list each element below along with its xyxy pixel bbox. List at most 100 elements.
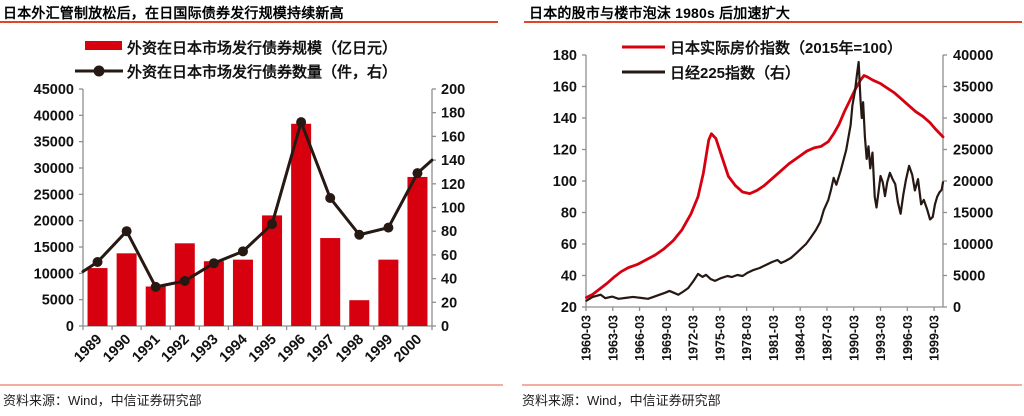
bar-1997 [320,238,341,326]
bar-1990 [116,253,137,326]
svg-text:1966-03: 1966-03 [633,315,647,361]
right-chart-canvas: 20 40 60 80 100 120 140 160 180 0 5000 10000 15000 20… [553,39,994,361]
legend-label-0: 日本实际房价指数（2015年=100） [670,39,902,57]
svg-text:1969-03: 1969-03 [660,315,674,361]
svg-text:40: 40 [441,272,457,288]
svg-text:45000: 45000 [34,82,74,98]
left-panel: 0 5000 10000 15000 20000 25000 30000 35000 40000… [0,5,503,408]
left-title-underline [0,21,498,24]
svg-text:20000: 20000 [34,214,74,230]
line-series [81,117,434,292]
marker-1998 [354,229,365,240]
svg-text:100: 100 [553,174,577,190]
bar-1993 [203,261,224,326]
legend-label-line: 外资在日本市场发行债券数量（件，右） [126,63,397,81]
legend-bar-swatch [85,41,122,50]
svg-text:30000: 30000 [34,161,74,177]
bar-1996 [291,123,312,326]
svg-text:40000: 40000 [953,48,993,64]
svg-text:1993: 1993 [188,332,222,366]
svg-text:1997: 1997 [304,332,338,366]
svg-text:0: 0 [441,319,449,335]
right-source-text: 资料来源：Wind，中信证券研究部 [522,393,721,408]
marker-1999 [383,222,394,233]
svg-text:0: 0 [953,300,961,316]
svg-text:1999-03: 1999-03 [928,315,942,361]
axes: 0 5000 10000 15000 20000 25000 30000 35000 40000… [34,82,466,335]
svg-text:1984-03: 1984-03 [794,315,808,361]
right-chart-title: 日本的股市与楼市泡沫 1980s 后加速扩大 [529,5,791,21]
legend: 外资在日本市场发行债券规模（亿日元） 外资在日本市场发行债券数量（件，右） [75,39,397,81]
legend-label-1: 日经225指数（右） [670,64,800,82]
svg-text:0: 0 [66,319,74,335]
legend: 日本实际房价指数（2015年=100） 日经225指数（右） [622,39,902,82]
svg-text:140: 140 [441,153,465,169]
svg-text:1975-03: 1975-03 [713,315,727,361]
series-1 [585,60,945,302]
svg-text:1991: 1991 [129,332,163,366]
marker-1989 [92,257,103,268]
svg-text:40000: 40000 [34,108,74,124]
svg-text:1993-03: 1993-03 [874,315,888,361]
svg-text:120: 120 [441,177,465,193]
series-0 [585,74,945,299]
svg-text:25000: 25000 [34,187,74,203]
svg-text:1995: 1995 [246,332,280,366]
svg-text:180: 180 [553,48,577,64]
svg-text:1989: 1989 [71,332,105,366]
marker-1997 [325,193,336,204]
svg-text:1981-03: 1981-03 [767,315,781,361]
left-chart-title: 日本外汇管制放松后，在日国际债券发行规模持续新高 [3,5,344,21]
svg-text:1992: 1992 [158,332,192,366]
svg-text:1978-03: 1978-03 [740,315,754,361]
svg-text:1990-03: 1990-03 [847,315,861,361]
left-source-text: 资料来源：Wind，中信证券研究部 [3,393,202,408]
svg-text:100: 100 [441,201,465,217]
svg-text:5000: 5000 [42,293,74,309]
svg-text:35000: 35000 [953,80,993,96]
svg-text:200: 200 [441,82,465,98]
svg-text:25000: 25000 [953,143,993,159]
svg-text:1990: 1990 [100,332,134,366]
svg-text:20: 20 [561,300,577,316]
svg-text:1972-03: 1972-03 [687,315,701,361]
svg-text:35000: 35000 [34,135,74,151]
svg-text:15000: 15000 [34,240,74,256]
svg-text:20: 20 [441,295,457,311]
marker-1992 [179,275,190,286]
svg-text:1963-03: 1963-03 [606,315,620,361]
svg-text:10000: 10000 [34,266,74,282]
bar-1991 [145,286,166,326]
bar-1999 [378,259,399,326]
svg-text:120: 120 [553,143,577,159]
legend-label-bars: 外资在日本市场发行债券规模（亿日元） [126,39,397,57]
bar-1995 [262,215,283,326]
bar-series [87,123,428,326]
svg-text:80: 80 [561,206,577,222]
svg-text:80: 80 [441,224,457,240]
svg-text:1960-03: 1960-03 [580,315,594,361]
svg-text:180: 180 [441,106,465,122]
axes: 20 40 60 80 100 120 140 160 180 0 5000 10000 15000 20… [553,48,994,316]
right-title-underline [524,21,1022,24]
svg-text:1999: 1999 [362,332,396,366]
svg-text:1987-03: 1987-03 [820,315,834,361]
marker-1991 [150,281,161,292]
left-chart-canvas: 0 5000 10000 15000 20000 25000 30000 35000 40000… [34,39,466,366]
bar-1998 [349,300,370,326]
right-source-separator [522,384,1022,386]
bar-1989 [87,268,108,326]
marker-1996 [296,117,307,128]
svg-text:60: 60 [561,237,577,253]
marker-1995 [267,219,278,230]
svg-text:140: 140 [553,111,577,127]
marker-1994 [237,246,248,257]
bar-1994 [232,259,253,326]
svg-text:60: 60 [441,248,457,264]
left-source-separator [0,384,503,386]
marker-1990 [121,226,132,237]
x-axis-labels: 1989199019911992199319941995199619971998… [71,326,433,366]
svg-text:1996: 1996 [275,332,309,366]
svg-text:20000: 20000 [953,174,993,190]
